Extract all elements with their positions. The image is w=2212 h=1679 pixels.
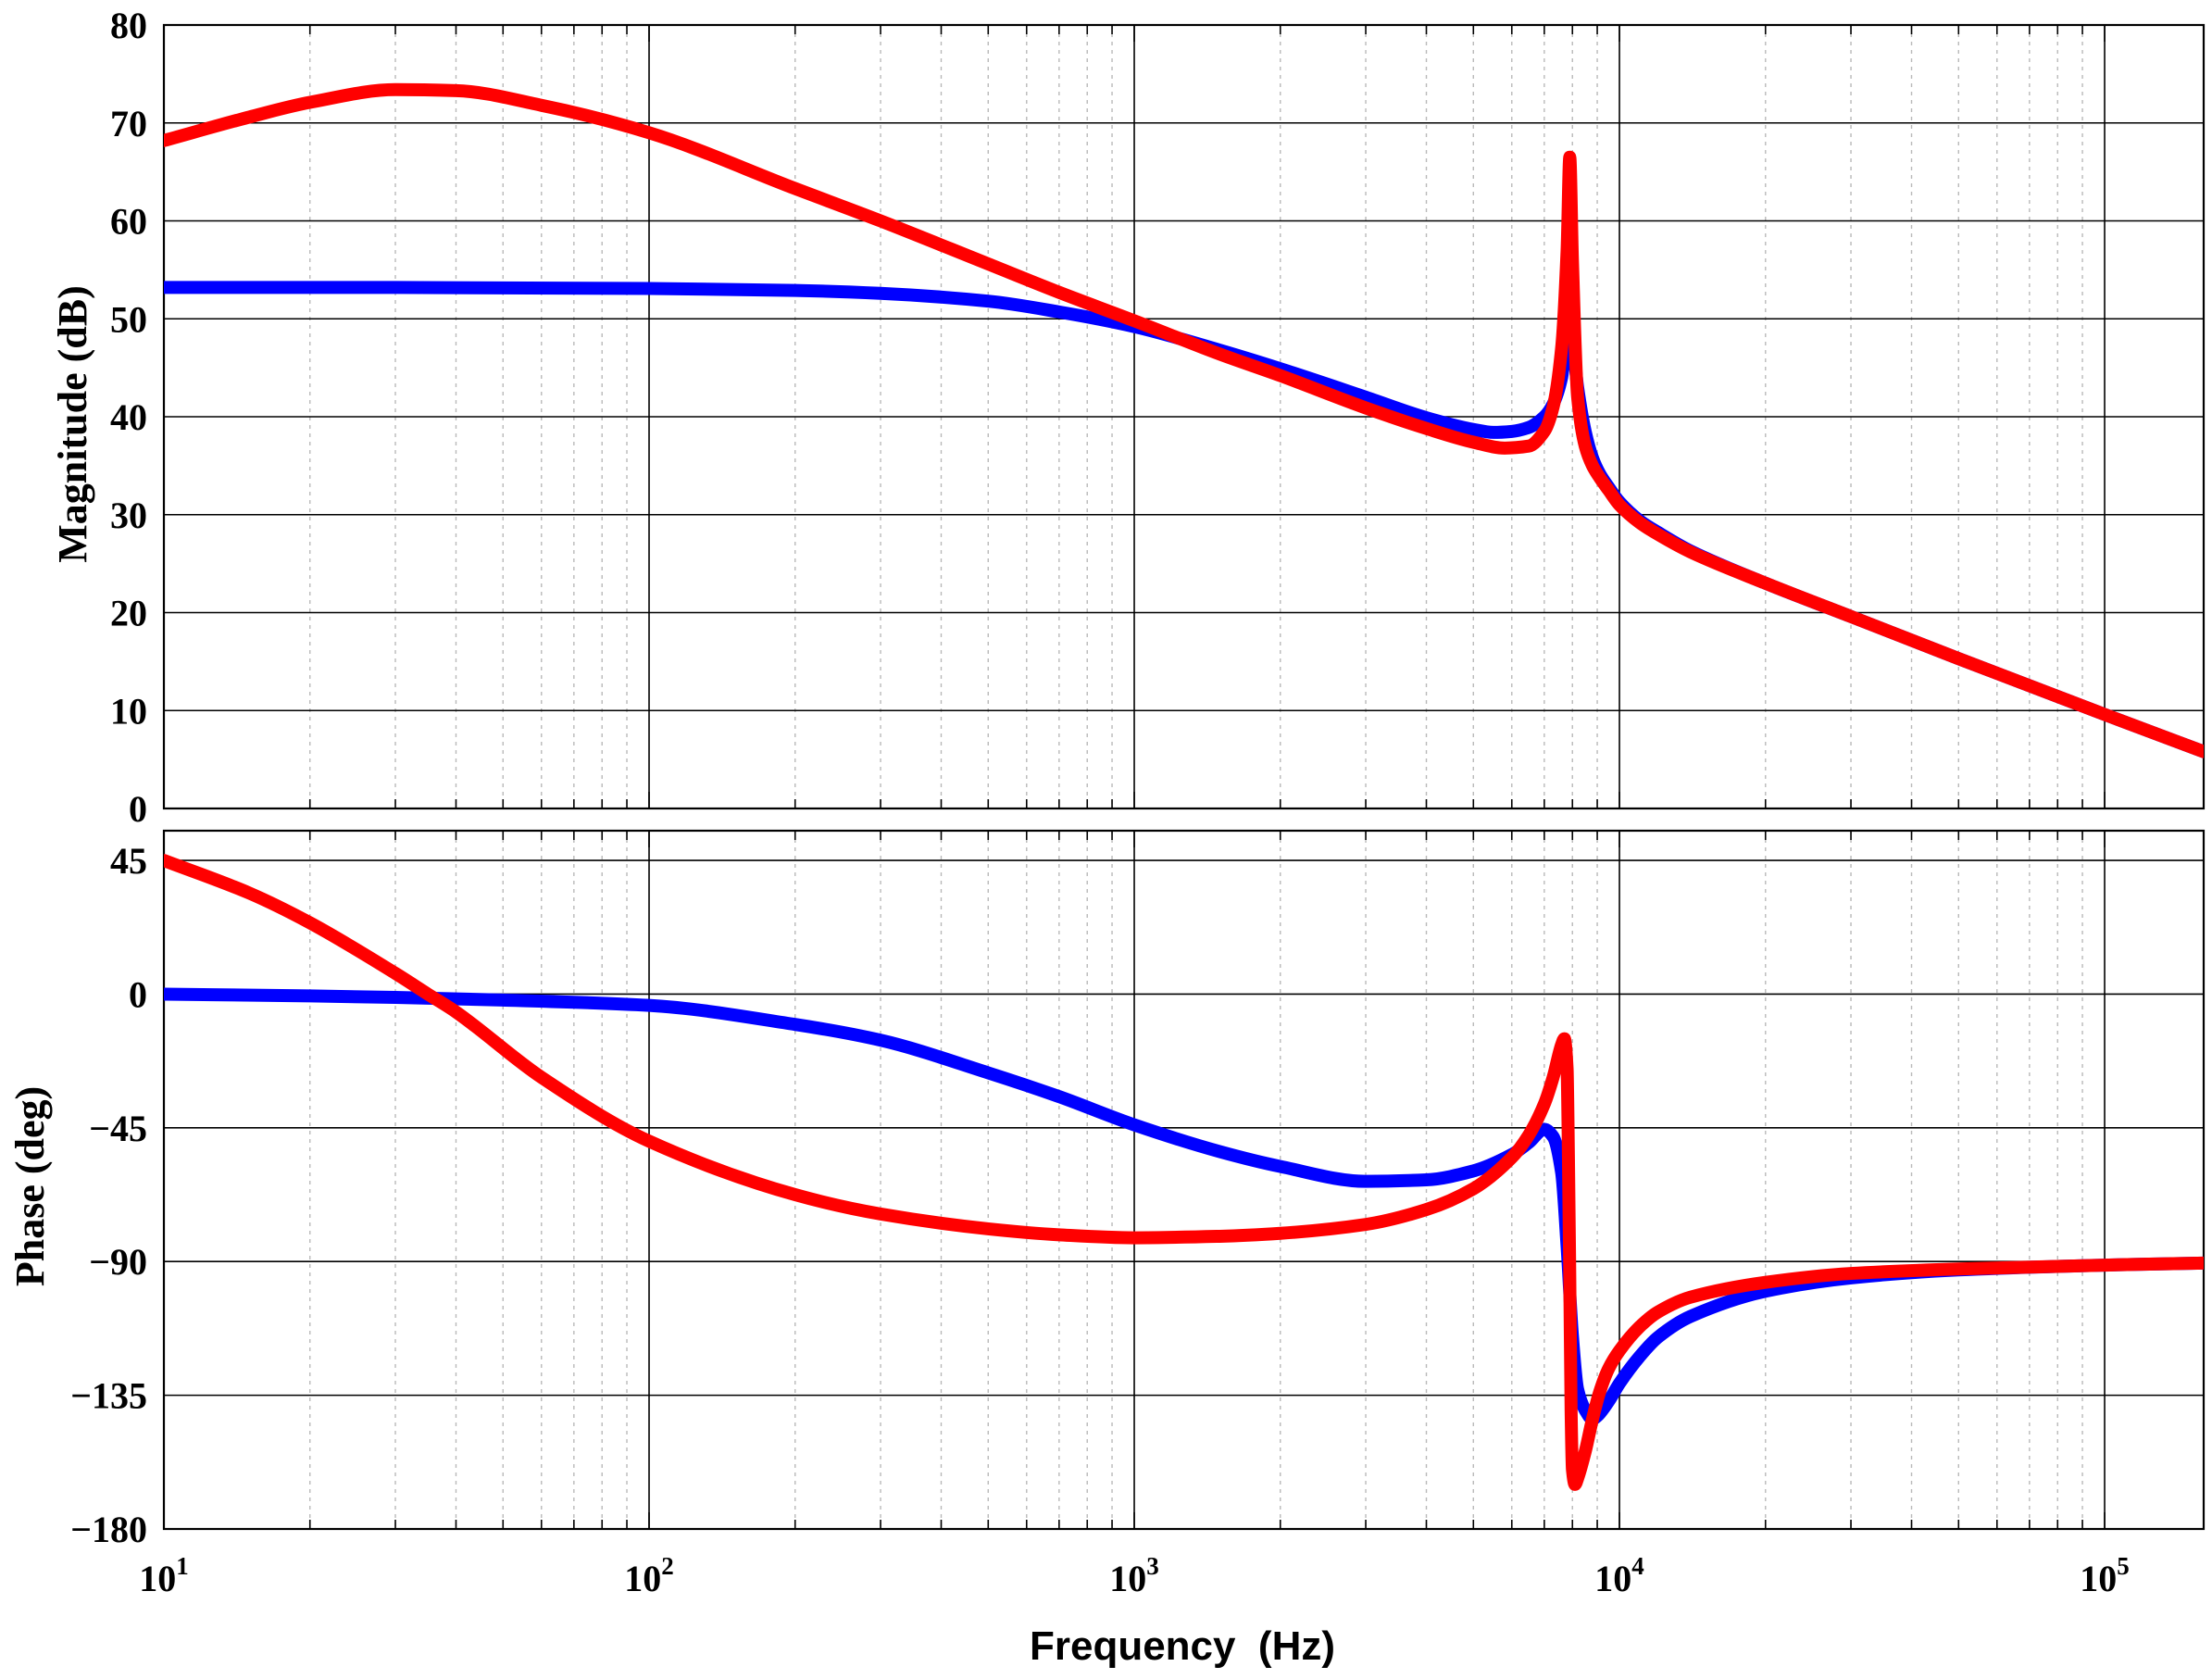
magnitude-axes-frame: [162, 23, 2206, 810]
x-tick-label: 101: [139, 1552, 189, 1599]
phase-panel: −180 −135 −90 −45 0 45: [70, 829, 2206, 1550]
phase-y-tick-label: 45: [110, 840, 147, 882]
x-tick-label: 102: [624, 1552, 674, 1599]
x-tick-label: 103: [1109, 1552, 1159, 1599]
magnitude-y-tick-label: 50: [110, 298, 147, 340]
phase-axes-frame: [162, 829, 2206, 1531]
magnitude-panel: 0 10 20 30 40 50 60 70 80: [110, 5, 2206, 830]
magnitude-y-tick-label: 30: [110, 495, 147, 536]
magnitude-y-tick-label: 80: [110, 5, 147, 46]
x-tick-label: 105: [2080, 1552, 2130, 1599]
magnitude-y-tick-label: 60: [110, 201, 147, 243]
phase-y-axis-label: Phase (deg): [7, 1086, 53, 1286]
magnitude-y-tick-label: 20: [110, 593, 147, 634]
magnitude-y-tick-label: 70: [110, 103, 147, 144]
phase-y-tick-label: −180: [70, 1509, 147, 1550]
phase-y-tick-label: −45: [89, 1108, 147, 1149]
phase-y-tick-label: 0: [129, 973, 147, 1015]
phase-y-tick-label: −90: [89, 1241, 147, 1283]
phase-series-blue-line: [164, 987, 2204, 1426]
magnitude-y-tick-label: 10: [110, 690, 147, 732]
magnitude-y-tick-label: 40: [110, 396, 147, 438]
magnitude-y-tick-label: 0: [129, 788, 147, 830]
x-axis-tick-labels: 101 102 103 104 105: [139, 1552, 2130, 1599]
x-tick-label: 104: [1594, 1552, 1644, 1599]
x-axis-label: Frequency (Hz): [1030, 1623, 1335, 1669]
phase-series-red-line: [164, 854, 2204, 1491]
magnitude-y-axis-label: Magnitude (dB): [50, 285, 95, 562]
magnitude-series-red-line: [164, 82, 2204, 758]
phase-y-tick-label: −135: [70, 1375, 147, 1417]
